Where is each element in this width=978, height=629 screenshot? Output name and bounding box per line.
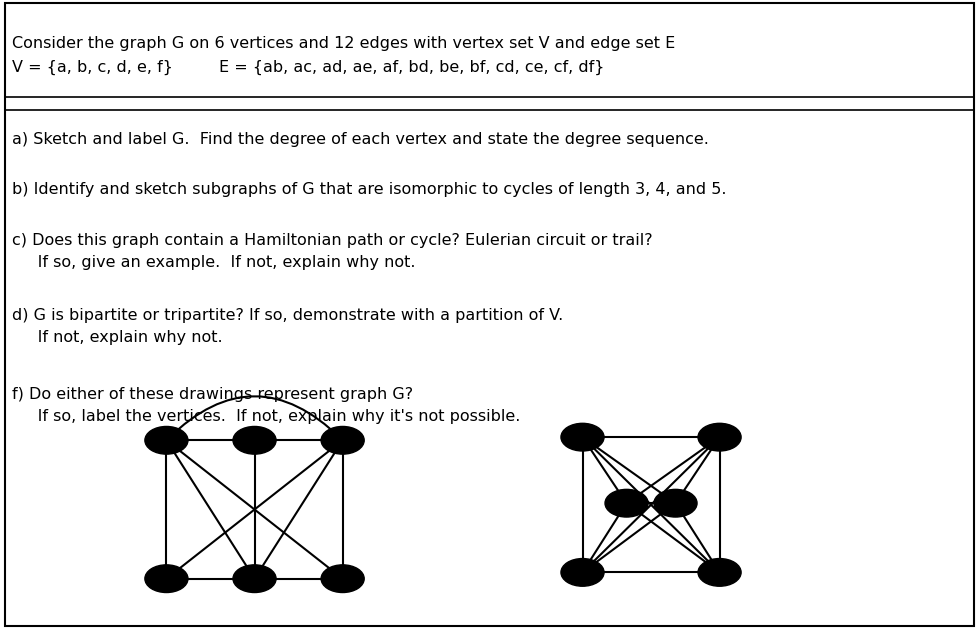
Text: If so, give an example.  If not, explain why not.: If so, give an example. If not, explain … (12, 255, 415, 270)
Circle shape (697, 559, 740, 586)
Circle shape (604, 489, 647, 517)
Circle shape (560, 559, 603, 586)
Circle shape (145, 565, 188, 593)
Text: a) Sketch and label G.  Find the degree of each vertex and state the degree sequ: a) Sketch and label G. Find the degree o… (12, 132, 708, 147)
Text: If so, label the vertices.  If not, explain why it's not possible.: If so, label the vertices. If not, expla… (12, 409, 519, 424)
FancyArrowPatch shape (168, 396, 340, 438)
Text: c) Does this graph contain a Hamiltonian path or cycle? Eulerian circuit or trai: c) Does this graph contain a Hamiltonian… (12, 233, 651, 248)
Text: If not, explain why not.: If not, explain why not. (12, 330, 222, 345)
Text: V = {a, b, c, d, e, f}         E = {ab, ac, ad, ae, af, bd, be, bf, cd, ce, cf, : V = {a, b, c, d, e, f} E = {ab, ac, ad, … (12, 60, 603, 75)
Text: Consider the graph G on 6 vertices and 12 edges with vertex set V and edge set E: Consider the graph G on 6 vertices and 1… (12, 36, 674, 52)
Circle shape (233, 426, 276, 454)
Circle shape (653, 489, 696, 517)
Circle shape (321, 565, 364, 593)
Circle shape (697, 423, 740, 451)
Text: b) Identify and sketch subgraphs of G that are isomorphic to cycles of length 3,: b) Identify and sketch subgraphs of G th… (12, 182, 726, 198)
Circle shape (233, 565, 276, 593)
Text: f) Do either of these drawings represent graph G?: f) Do either of these drawings represent… (12, 387, 413, 402)
Circle shape (560, 423, 603, 451)
Text: d) G is bipartite or tripartite? If so, demonstrate with a partition of V.: d) G is bipartite or tripartite? If so, … (12, 308, 562, 323)
Circle shape (321, 426, 364, 454)
Circle shape (145, 426, 188, 454)
